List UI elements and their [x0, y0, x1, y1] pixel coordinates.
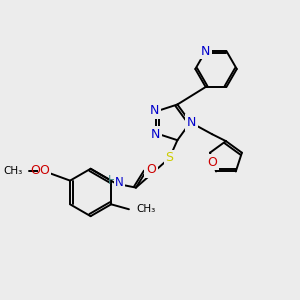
Text: N: N — [187, 116, 196, 129]
Text: H: H — [108, 174, 117, 187]
Text: O: O — [207, 156, 217, 169]
Text: S: S — [166, 152, 173, 164]
Text: O: O — [146, 163, 156, 176]
Text: CH₃: CH₃ — [137, 204, 156, 214]
Text: N: N — [151, 128, 160, 141]
Text: CH₃: CH₃ — [3, 166, 23, 176]
Text: N: N — [150, 104, 159, 117]
Text: O: O — [31, 164, 40, 177]
Text: N: N — [115, 176, 124, 189]
Text: O: O — [40, 164, 49, 177]
Text: N: N — [201, 45, 210, 58]
